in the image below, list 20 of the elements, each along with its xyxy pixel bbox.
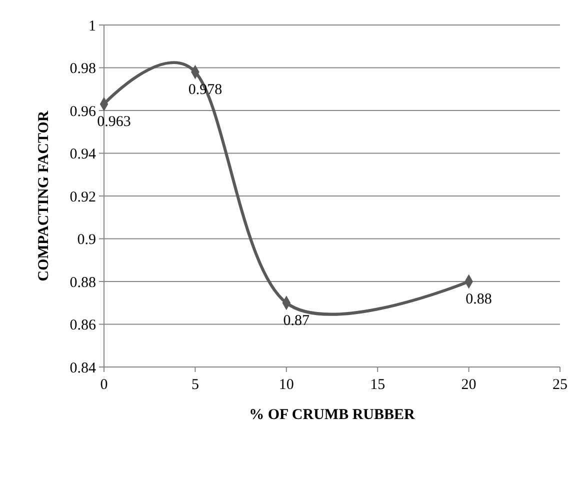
x-tick-label: 15 bbox=[370, 377, 386, 393]
y-tick-label: 0.84 bbox=[70, 360, 96, 376]
y-axis-title: COMPACTING FACTOR bbox=[36, 110, 52, 282]
x-tick-label: 25 bbox=[552, 377, 568, 393]
data-label: 0.87 bbox=[283, 312, 310, 329]
y-tick-label: 0.96 bbox=[70, 104, 96, 120]
x-tick-label: 20 bbox=[461, 377, 476, 393]
x-tick-label: 10 bbox=[278, 377, 294, 393]
data-label: 0.88 bbox=[466, 292, 492, 308]
y-tick-label: 0.86 bbox=[70, 318, 96, 334]
x-tick-label: 0 bbox=[100, 377, 108, 393]
x-axis-title: % OF CRUMB RUBBER bbox=[249, 407, 416, 423]
x-tick-label: 5 bbox=[191, 377, 199, 393]
y-tick-label: 1 bbox=[88, 18, 96, 34]
y-tick-label: 0.98 bbox=[70, 61, 96, 77]
data-label: 0.963 bbox=[97, 114, 131, 130]
y-tick-label: 0.92 bbox=[70, 189, 96, 206]
y-tick-label: 0.88 bbox=[70, 274, 96, 291]
y-tick-label: 0.9 bbox=[77, 232, 96, 248]
y-tick-label: 0.94 bbox=[70, 146, 96, 162]
